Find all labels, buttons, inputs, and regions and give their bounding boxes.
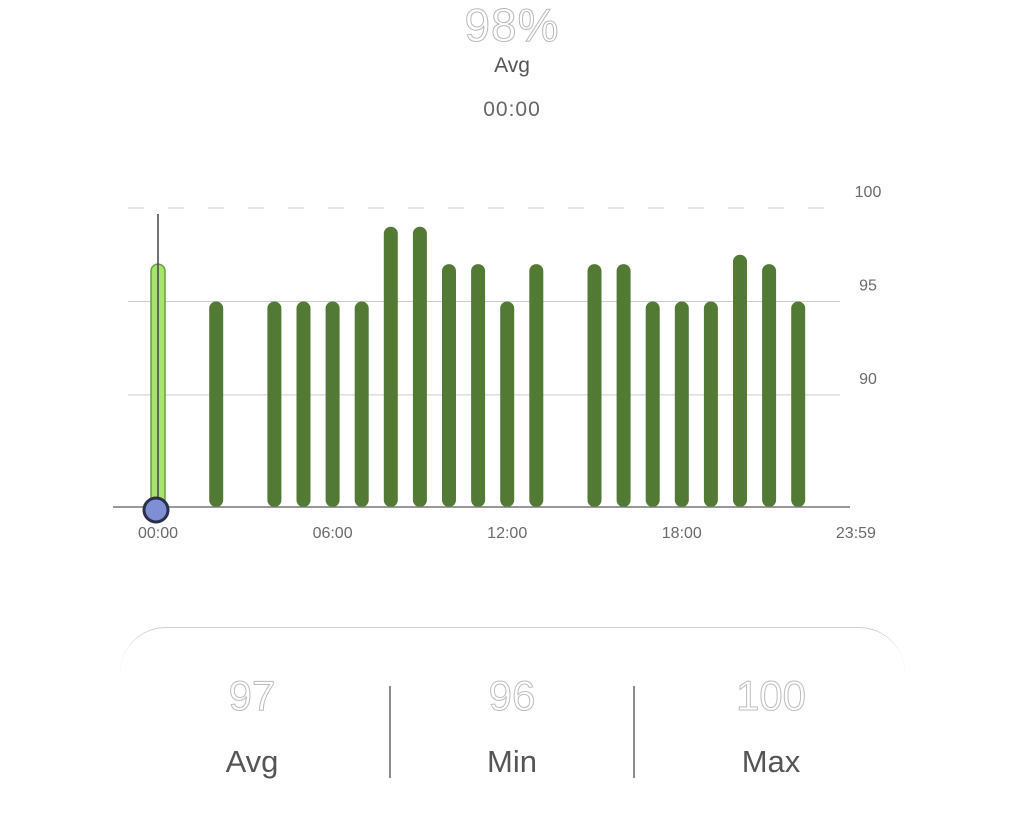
stats-divider [389, 686, 391, 778]
bar[interactable] [296, 301, 311, 507]
bar[interactable] [267, 301, 282, 507]
bar[interactable] [674, 301, 689, 507]
bar[interactable] [383, 226, 398, 507]
x-tick-label: 00:00 [138, 525, 178, 542]
cursor-handle[interactable] [142, 496, 170, 524]
bar[interactable] [412, 226, 427, 507]
bar[interactable] [209, 301, 224, 507]
bar[interactable] [500, 301, 515, 507]
stat-min-label: Min [487, 744, 537, 779]
stat-min-value: 96 [488, 672, 536, 720]
x-tick-label: 06:00 [313, 525, 353, 542]
bar[interactable] [733, 254, 747, 507]
stat-avg-label: Avg [225, 744, 279, 779]
average-value: 98% [464, 0, 560, 51]
y-tick-label: 90 [859, 371, 877, 388]
x-tick-label: 12:00 [487, 525, 527, 542]
stat-avg-value: 97 [228, 672, 276, 720]
x-tick-label: 18:00 [662, 525, 702, 542]
stat-avg: 97 Avg [132, 672, 372, 780]
stat-max-label: Max [741, 744, 801, 779]
stat-max: 100 Max [651, 672, 891, 780]
bar[interactable] [325, 301, 340, 507]
bar[interactable] [587, 264, 602, 507]
bar[interactable] [471, 264, 486, 507]
bar[interactable] [645, 301, 660, 507]
bar[interactable] [354, 301, 369, 507]
average-label: Avg [494, 54, 530, 77]
spo2-bar-chart[interactable]: 100 95 90 00:00 06:00 12:00 18:00 23:59 [0, 0, 1024, 600]
bar[interactable] [529, 264, 544, 507]
stats-panel [120, 627, 905, 818]
stat-min: 96 Min [392, 672, 632, 780]
selected-time: 00:00 [483, 98, 541, 121]
bar[interactable] [791, 301, 806, 507]
y-tick-label: 100 [855, 184, 882, 201]
x-tick-label: 23:59 [836, 525, 876, 542]
stat-max-value: 100 [735, 672, 807, 720]
bar[interactable] [442, 264, 456, 507]
stats-divider [633, 686, 635, 778]
bar[interactable] [762, 264, 777, 507]
bar[interactable] [703, 301, 718, 507]
bar[interactable] [616, 264, 631, 507]
y-tick-label: 95 [859, 277, 877, 294]
